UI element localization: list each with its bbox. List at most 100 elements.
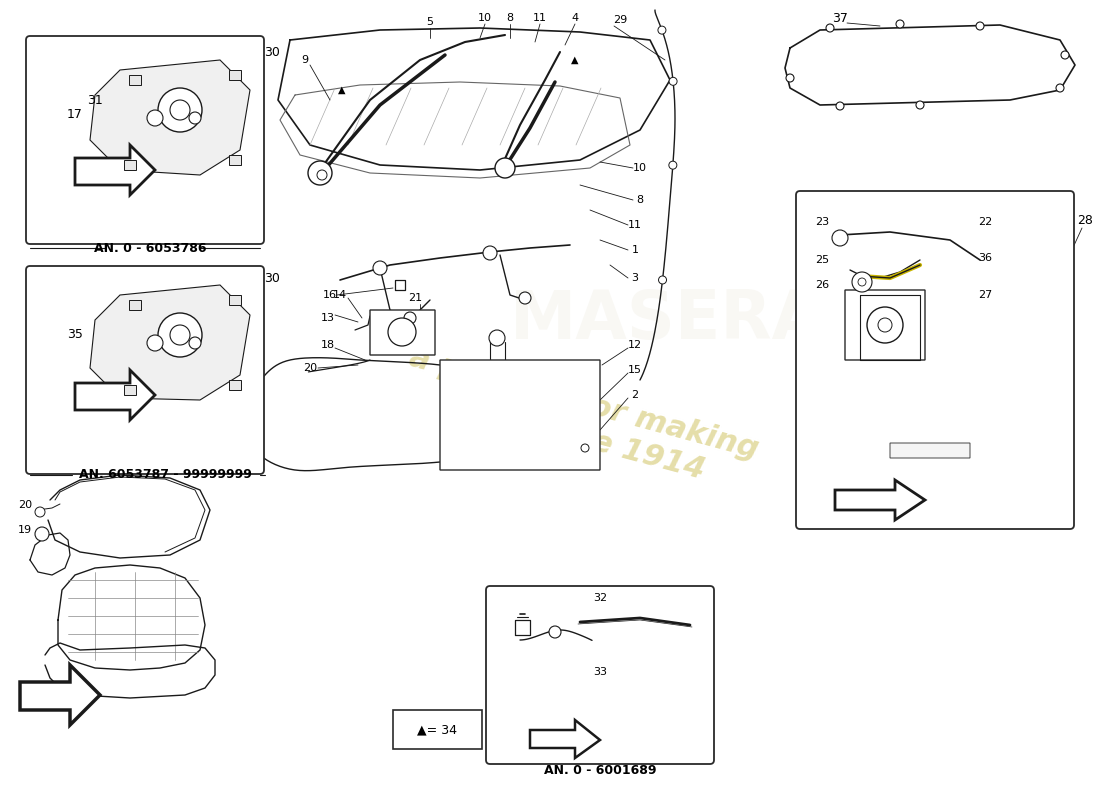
Circle shape xyxy=(916,101,924,109)
Circle shape xyxy=(1062,51,1069,59)
Circle shape xyxy=(878,318,892,332)
Bar xyxy=(229,380,241,390)
Bar xyxy=(229,155,241,165)
FancyBboxPatch shape xyxy=(26,266,264,474)
Text: 5: 5 xyxy=(427,17,433,27)
Text: 30: 30 xyxy=(264,271,279,285)
Circle shape xyxy=(147,110,163,126)
Text: 27: 27 xyxy=(978,290,992,300)
Circle shape xyxy=(373,261,387,275)
FancyBboxPatch shape xyxy=(796,191,1074,529)
Polygon shape xyxy=(530,720,600,758)
Text: 14: 14 xyxy=(333,290,348,300)
Text: 30: 30 xyxy=(264,46,279,58)
Circle shape xyxy=(658,26,666,34)
Text: 19: 19 xyxy=(18,525,32,535)
Circle shape xyxy=(388,318,416,346)
Polygon shape xyxy=(835,480,925,520)
Text: 23: 23 xyxy=(815,217,829,227)
FancyBboxPatch shape xyxy=(393,710,482,749)
Text: 10: 10 xyxy=(478,13,492,23)
Circle shape xyxy=(867,307,903,343)
Circle shape xyxy=(832,230,848,246)
Circle shape xyxy=(1056,84,1064,92)
Circle shape xyxy=(826,24,834,32)
Text: 10: 10 xyxy=(632,163,647,173)
Text: 26: 26 xyxy=(815,280,829,290)
Polygon shape xyxy=(75,370,155,420)
Text: 21: 21 xyxy=(408,293,422,303)
Text: a passion for making
cars since 1914: a passion for making cars since 1914 xyxy=(398,343,762,497)
Text: ▲= 34: ▲= 34 xyxy=(417,723,456,737)
Circle shape xyxy=(147,335,163,351)
Circle shape xyxy=(858,278,866,286)
Text: 13: 13 xyxy=(321,313,336,323)
FancyBboxPatch shape xyxy=(370,310,434,355)
Circle shape xyxy=(669,161,676,169)
Text: 9: 9 xyxy=(301,55,309,65)
Bar xyxy=(229,295,241,305)
Text: 11: 11 xyxy=(534,13,547,23)
Polygon shape xyxy=(20,665,100,725)
Text: 2: 2 xyxy=(631,390,639,400)
Text: 33: 33 xyxy=(593,667,607,677)
Text: 4: 4 xyxy=(571,13,579,23)
Text: 8: 8 xyxy=(506,13,514,23)
Bar xyxy=(129,75,141,85)
Circle shape xyxy=(158,313,202,357)
FancyBboxPatch shape xyxy=(26,36,264,244)
Text: MASERATI: MASERATI xyxy=(510,287,890,353)
Circle shape xyxy=(189,112,201,124)
FancyBboxPatch shape xyxy=(440,360,600,470)
Polygon shape xyxy=(90,60,250,175)
Text: 29: 29 xyxy=(613,15,627,25)
Polygon shape xyxy=(90,285,250,400)
Circle shape xyxy=(976,22,984,30)
Circle shape xyxy=(852,272,872,292)
Polygon shape xyxy=(75,145,155,195)
Bar xyxy=(129,300,141,310)
FancyBboxPatch shape xyxy=(845,290,925,360)
Text: 3: 3 xyxy=(631,273,638,283)
Circle shape xyxy=(308,161,332,185)
Text: 17: 17 xyxy=(67,109,82,122)
Text: 22: 22 xyxy=(978,217,992,227)
Circle shape xyxy=(189,337,201,349)
Text: 12: 12 xyxy=(628,340,642,350)
Text: 28: 28 xyxy=(1077,214,1093,226)
FancyBboxPatch shape xyxy=(890,443,970,458)
Text: 20: 20 xyxy=(302,363,317,373)
Text: ▲: ▲ xyxy=(571,55,579,65)
Circle shape xyxy=(549,626,561,638)
Circle shape xyxy=(786,74,794,82)
Circle shape xyxy=(170,100,190,120)
Circle shape xyxy=(519,292,531,304)
Circle shape xyxy=(158,88,202,132)
Text: AN. 6053787 - 99999999: AN. 6053787 - 99999999 xyxy=(78,469,252,482)
Text: 25: 25 xyxy=(815,255,829,265)
Text: 32: 32 xyxy=(593,593,607,603)
Circle shape xyxy=(495,158,515,178)
Text: 36: 36 xyxy=(978,253,992,263)
Circle shape xyxy=(836,102,844,110)
Text: 16: 16 xyxy=(323,290,337,300)
Text: 37: 37 xyxy=(832,11,848,25)
Circle shape xyxy=(317,170,327,180)
Circle shape xyxy=(483,246,497,260)
Text: 18: 18 xyxy=(321,340,336,350)
Circle shape xyxy=(490,330,505,346)
Text: 15: 15 xyxy=(628,365,642,375)
Bar xyxy=(124,160,136,170)
Text: 31: 31 xyxy=(87,94,103,106)
Text: 8: 8 xyxy=(637,195,644,205)
Circle shape xyxy=(659,276,667,284)
Text: 1: 1 xyxy=(631,245,638,255)
Circle shape xyxy=(404,312,416,324)
Circle shape xyxy=(669,78,678,86)
Text: 20: 20 xyxy=(18,500,32,510)
FancyBboxPatch shape xyxy=(486,586,714,764)
Bar xyxy=(124,385,136,395)
Circle shape xyxy=(35,507,45,517)
Text: AN. 0 - 6001689: AN. 0 - 6001689 xyxy=(543,763,657,777)
Circle shape xyxy=(35,527,50,541)
